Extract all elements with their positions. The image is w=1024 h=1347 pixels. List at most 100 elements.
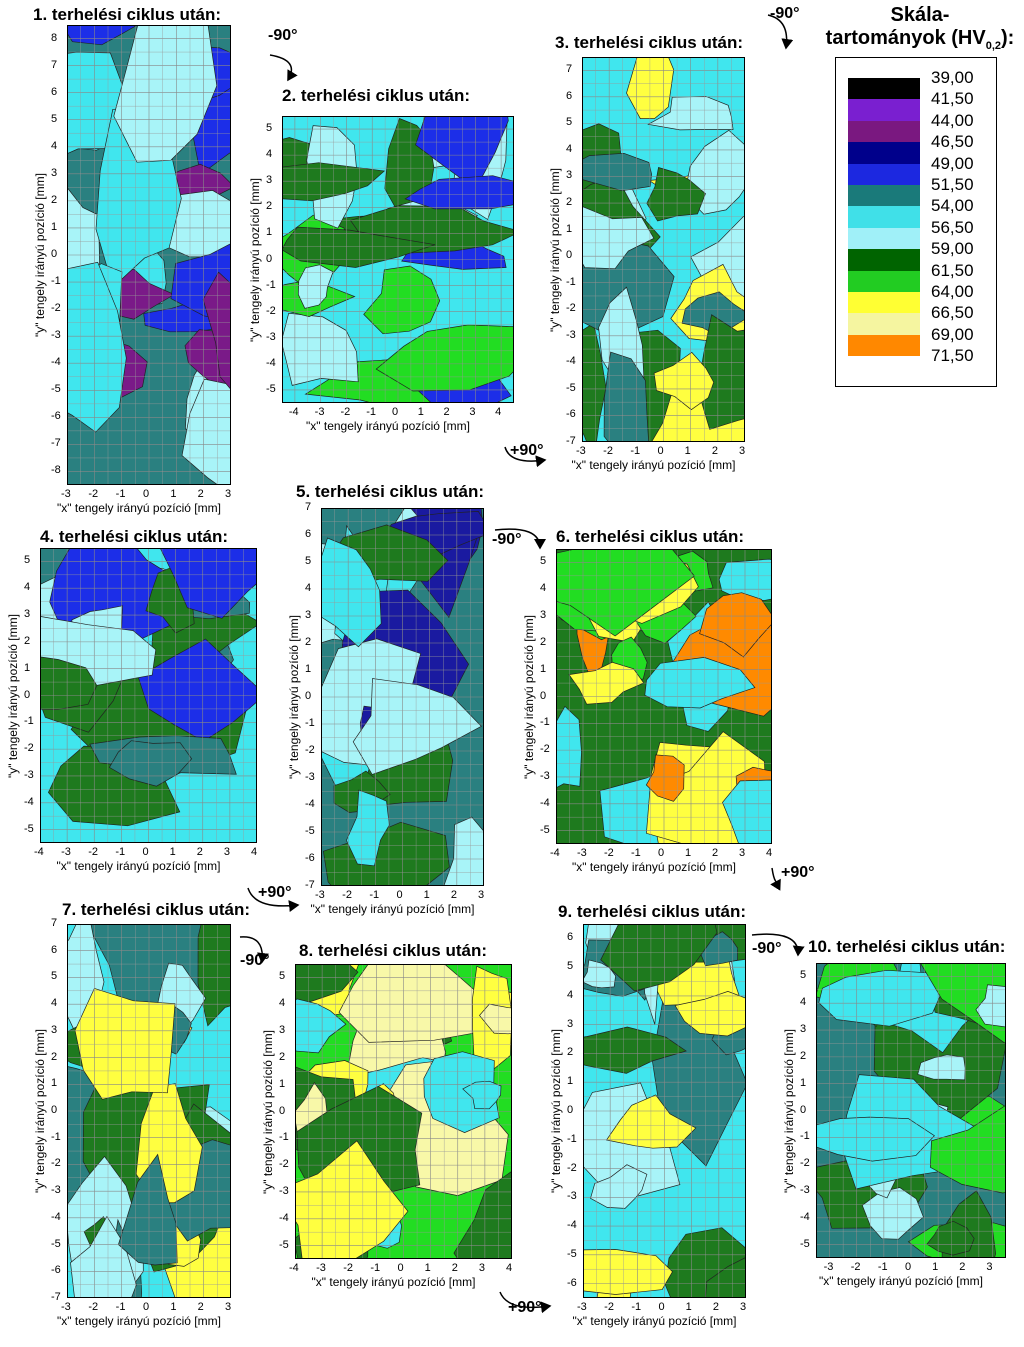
x-tick-label: 2 xyxy=(959,1261,966,1273)
y-tick-label: -1 xyxy=(567,1132,577,1145)
y-tick-label: 2 xyxy=(279,1050,286,1063)
y-tick-label: 7 xyxy=(51,58,58,71)
contour-region xyxy=(70,1215,137,1298)
rotation-label-6: +90° xyxy=(781,864,815,881)
legend-value: 56,50 xyxy=(931,217,974,237)
y-tick-label: 5 xyxy=(800,969,807,982)
x-tick-label: -1 xyxy=(115,846,126,858)
contour-plot-9 xyxy=(583,924,746,1298)
y-tick-label: -4 xyxy=(567,1219,577,1232)
y-tick-label: -5 xyxy=(566,381,576,394)
x-tick-label: -1 xyxy=(366,406,376,418)
legend-value: 61,50 xyxy=(931,260,974,280)
y-tick-label: -8 xyxy=(51,464,61,477)
contour-region xyxy=(705,1256,746,1298)
plot-frame xyxy=(583,924,746,1298)
y-tick-label: -7 xyxy=(305,879,315,891)
x-tick-label: -2 xyxy=(604,847,614,859)
legend-value: 49,00 xyxy=(931,153,974,173)
contour-region xyxy=(295,1140,409,1259)
plot-frame xyxy=(582,57,745,442)
y-tick-label: 3 xyxy=(279,1024,286,1037)
y-tick-label: 3 xyxy=(24,608,31,621)
contour-region xyxy=(159,548,257,619)
y-tick-label: 2 xyxy=(800,1049,807,1062)
y-tick-label: 1 xyxy=(266,226,273,239)
x-axis-label: "x" tengely irányú pozíció [mm] xyxy=(306,419,470,433)
legend-value: 51,50 xyxy=(931,175,974,194)
contour-region xyxy=(583,1026,687,1074)
x-tick-label: 1 xyxy=(424,1262,431,1274)
x-tick-label: 0 xyxy=(658,1301,665,1313)
y-tick-label: -6 xyxy=(566,408,576,421)
y-tick-label: 2 xyxy=(566,196,573,209)
y-tick-label: 4 xyxy=(24,581,31,594)
panel-title: 4. terhelési ciklus után: xyxy=(40,527,229,546)
y-tick-label: 4 xyxy=(51,139,58,152)
x-tick-label: -2 xyxy=(88,846,99,858)
y-tick-label: 3 xyxy=(567,1017,574,1030)
x-tick-label: -2 xyxy=(340,406,351,418)
contour-region xyxy=(861,1187,924,1240)
y-axis-label: "y" tengely irányú pozíció [mm] xyxy=(248,177,262,342)
x-tick-label: 1 xyxy=(170,488,177,500)
contour-region xyxy=(926,1220,975,1256)
x-axis-label: "x" tengely irányú pozíció [mm] xyxy=(572,1314,737,1328)
legend-value: 59,00 xyxy=(931,239,974,259)
y-tick-label: -3 xyxy=(266,330,276,343)
contour-plot-7 xyxy=(67,924,231,1298)
x-tick-label: -3 xyxy=(823,1261,834,1273)
contour-region xyxy=(346,789,390,867)
y-tick-label: -5 xyxy=(305,825,315,837)
panel-title: 5. terhelési ciklus után: xyxy=(296,482,485,501)
contour-region xyxy=(462,1080,502,1110)
contour-plot-5 xyxy=(321,508,484,886)
plot-frame xyxy=(282,116,514,403)
x-tick-label: 0 xyxy=(905,1261,912,1273)
x-axis-label: "x" tengely irányú pozíció [mm] xyxy=(819,1274,983,1288)
y-tick-label: -3 xyxy=(51,329,61,342)
y-tick-label: 1 xyxy=(51,1077,58,1090)
panel-title: 3. terhelési ciklus után: xyxy=(555,33,744,52)
legend-box: 39,00 41,50 44,00 46,50 49,00 51,50 54,00 56,50… xyxy=(835,57,997,387)
y-tick-label: 6 xyxy=(51,85,58,98)
panel-title: 1. terhelési ciklus után: xyxy=(33,5,222,24)
contour-region xyxy=(181,378,231,485)
y-tick-label: 0 xyxy=(279,1104,286,1117)
y-tick-label: -2 xyxy=(266,304,276,317)
y-tick-label: 4 xyxy=(51,997,58,1010)
x-tick-label: -2 xyxy=(343,1262,354,1274)
y-tick-label: 0 xyxy=(567,1104,574,1116)
plot-frame xyxy=(67,924,231,1298)
y-tick-label: 0 xyxy=(305,690,312,702)
contour-plot-6 xyxy=(556,549,772,844)
y-tick-label: -3 xyxy=(540,769,550,782)
rotation-label-2: +90° xyxy=(510,442,544,459)
y-axis-label: "y" tengely irányú pozíció [mm] xyxy=(548,167,562,332)
y-tick-label: -5 xyxy=(51,383,61,396)
legend-swatch xyxy=(848,120,920,143)
contour-region xyxy=(556,549,695,637)
x-tick-label: -4 xyxy=(34,846,44,858)
x-tick-label: -2 xyxy=(88,1301,99,1313)
y-tick-label: -1 xyxy=(51,1130,61,1143)
x-tick-label: -4 xyxy=(289,1262,299,1274)
rotation-label-5: +90° xyxy=(258,884,292,901)
x-tick-label: -2 xyxy=(850,1261,861,1273)
y-tick-label: -1 xyxy=(540,716,550,729)
panel-title: 7. terhelési ciklus után: xyxy=(62,900,251,919)
y-tick-label: -5 xyxy=(51,1237,61,1250)
x-tick-label: 4 xyxy=(251,846,258,858)
y-tick-label: -2 xyxy=(566,302,576,315)
y-tick-label: -4 xyxy=(800,1210,810,1223)
y-tick-label: -4 xyxy=(51,1210,61,1223)
x-tick-label: 1 xyxy=(169,846,176,858)
y-tick-label: 1 xyxy=(567,1075,574,1088)
legend-swatch xyxy=(848,142,920,164)
y-tick-label: -5 xyxy=(540,823,550,836)
y-tick-label: 0 xyxy=(266,252,273,265)
x-tick-label: -1 xyxy=(370,1262,381,1274)
x-tick-label: 0 xyxy=(657,445,664,457)
x-tick-label: 0 xyxy=(392,406,399,418)
y-tick-label: -2 xyxy=(51,1157,61,1170)
